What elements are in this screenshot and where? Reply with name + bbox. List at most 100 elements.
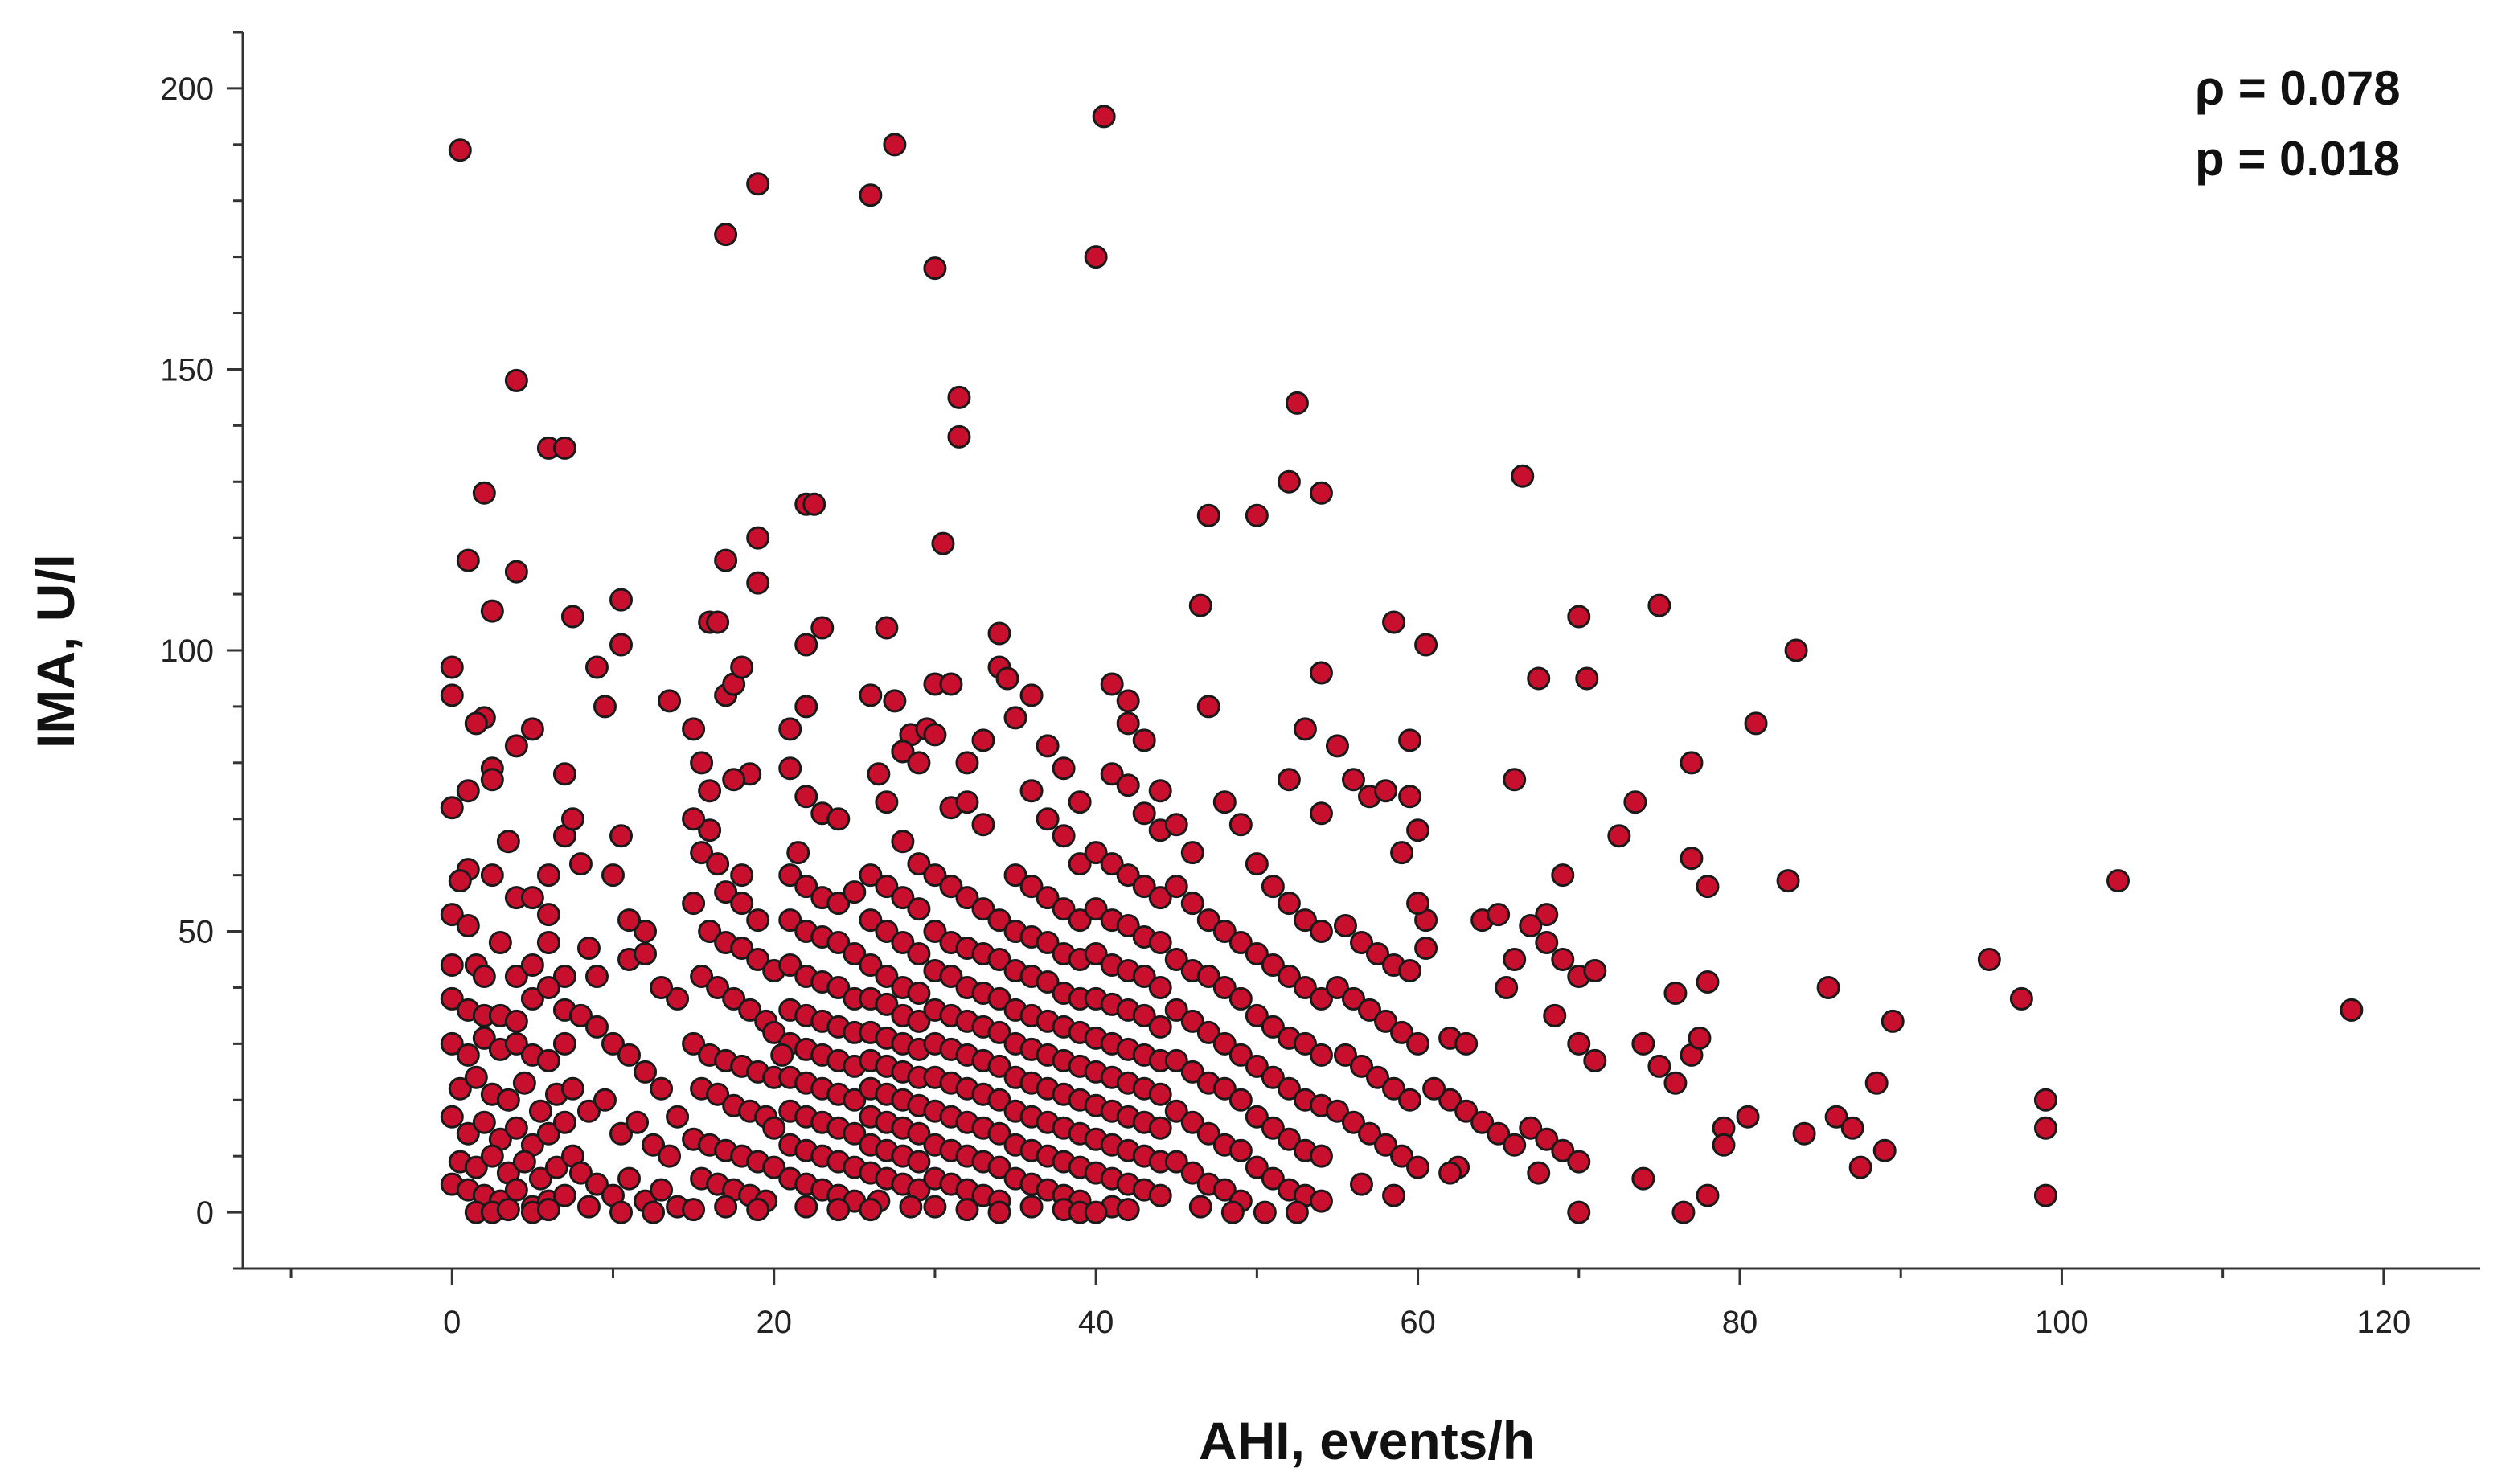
data-point <box>1977 948 2001 971</box>
data-point <box>714 1195 738 1219</box>
data-point <box>1180 841 1204 865</box>
data-point <box>891 740 915 764</box>
data-point <box>1503 1133 1527 1157</box>
data-point <box>1535 1127 1559 1151</box>
data-point <box>504 964 528 988</box>
data-point <box>1341 768 1365 792</box>
data-point <box>658 1144 682 1168</box>
data-point <box>762 1155 786 1179</box>
data-point <box>1245 1155 1269 1179</box>
data-point <box>1864 1071 1889 1095</box>
data-point <box>504 734 528 758</box>
data-point <box>1164 1150 1188 1174</box>
data-point <box>1495 975 1519 999</box>
data-point <box>626 1110 650 1134</box>
data-point <box>947 385 971 409</box>
data-point <box>1309 1189 1333 1213</box>
data-point <box>609 824 634 848</box>
data-point <box>1180 1060 1204 1084</box>
data-point <box>593 695 617 719</box>
data-point <box>987 986 1011 1011</box>
data-point <box>1325 1099 1349 1123</box>
data-point <box>826 892 851 916</box>
data-point <box>1052 756 1076 781</box>
data-point <box>601 863 625 888</box>
data-point <box>560 807 584 831</box>
data-point <box>1374 1009 1398 1033</box>
data-point <box>440 683 464 707</box>
data-point <box>1036 970 1060 994</box>
data-point <box>650 975 674 999</box>
y-tick-label: 0 <box>196 1195 214 1231</box>
data-point <box>1100 672 1124 696</box>
data-point <box>1325 975 1349 999</box>
data-point <box>609 1200 634 1224</box>
data-point <box>1132 964 1156 988</box>
data-point <box>496 1198 520 1222</box>
data-point <box>584 964 609 988</box>
data-point <box>1084 1200 1108 1224</box>
data-point <box>617 1166 642 1191</box>
data-point <box>971 728 995 752</box>
data-point <box>609 588 634 612</box>
data-point <box>1575 666 1599 691</box>
data-point <box>1245 503 1269 527</box>
data-point <box>1164 948 1188 971</box>
data-point <box>1309 661 1333 685</box>
data-point <box>794 633 818 657</box>
data-point <box>1164 1048 1188 1072</box>
data-point <box>987 1054 1011 1078</box>
data-point <box>1277 768 1301 792</box>
data-point <box>1212 790 1237 814</box>
data-point <box>440 1105 464 1129</box>
y-tick-label: 100 <box>160 633 214 669</box>
data-point <box>778 908 802 933</box>
data-point <box>1228 1043 1253 1067</box>
data-point <box>1583 958 1607 982</box>
data-point <box>1212 1031 1237 1056</box>
data-point <box>875 920 899 944</box>
data-point <box>1277 1127 1301 1151</box>
x-axis: 0 20 40 60 80 100 120 <box>243 1267 2480 1340</box>
data-point <box>1333 914 1357 938</box>
data-point <box>1438 1161 1462 1185</box>
data-point <box>778 756 802 781</box>
data-point <box>730 655 754 679</box>
data-point <box>609 1121 634 1146</box>
data-point <box>923 1195 947 1219</box>
data-point <box>448 869 472 893</box>
data-point <box>456 779 480 803</box>
data-point <box>987 908 1011 933</box>
data-point <box>512 1071 536 1095</box>
data-point <box>955 886 979 910</box>
data-point <box>536 1048 560 1072</box>
data-point <box>1527 1161 1551 1185</box>
data-point <box>1872 1138 1897 1162</box>
data-point <box>1840 1116 1864 1140</box>
data-point <box>682 1198 706 1222</box>
data-point <box>552 1110 576 1134</box>
data-point <box>1196 908 1220 933</box>
data-point <box>859 908 883 933</box>
data-point <box>472 1026 496 1050</box>
data-point <box>826 807 851 831</box>
data-point <box>2106 869 2131 893</box>
data-point <box>995 666 1019 691</box>
data-point <box>1196 695 1220 719</box>
data-point <box>1333 1043 1357 1067</box>
data-point <box>1188 593 1212 617</box>
x-tick-label: 0 <box>443 1305 461 1340</box>
data-point <box>1398 1088 1422 1112</box>
data-point <box>1228 813 1253 837</box>
data-point <box>1470 1110 1495 1134</box>
data-point <box>456 914 480 938</box>
data-point <box>440 986 464 1011</box>
data-point <box>1551 948 1575 971</box>
data-point <box>706 975 730 999</box>
data-point <box>987 1155 1011 1179</box>
data-point <box>746 571 770 595</box>
data-point <box>1744 711 1768 736</box>
data-point <box>504 560 528 584</box>
data-point <box>464 1065 488 1089</box>
